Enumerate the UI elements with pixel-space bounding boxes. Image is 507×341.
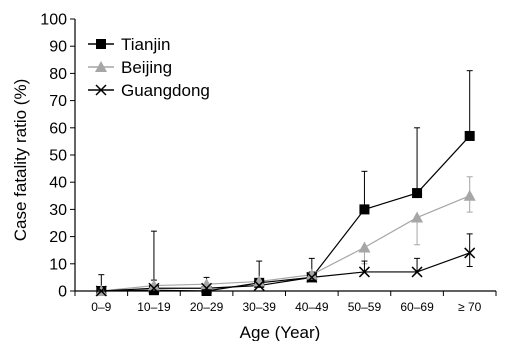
series-tianjin-point <box>464 130 475 141</box>
y-tick-label: 90 <box>49 39 67 56</box>
series-beijing-point <box>463 189 476 201</box>
legend-item-tianjin: Tianjin <box>88 35 170 54</box>
series-beijing-point <box>147 279 160 291</box>
series-beijing-line <box>101 195 470 292</box>
series-beijing-point <box>200 278 213 290</box>
x-tick-label: 20–29 <box>190 300 224 314</box>
y-tick-label: 10 <box>49 256 67 273</box>
y-tick-label: 70 <box>49 93 67 110</box>
series-guangdong-point <box>201 282 213 294</box>
y-tick-label: 30 <box>49 202 67 219</box>
series-tianjin-point <box>412 188 423 199</box>
series-beijing-point <box>305 268 318 280</box>
legend-item-beijing: Beijing <box>88 58 172 77</box>
marker-layer <box>95 130 476 297</box>
y-tick-label: 0 <box>58 284 67 301</box>
series-tianjin-line <box>101 135 471 292</box>
x-tick-label: 50–59 <box>348 300 382 314</box>
y-tick-label: 50 <box>49 148 67 165</box>
legend-label: Guangdong <box>121 81 210 100</box>
series-guangdong-point <box>411 266 423 278</box>
legend-marker <box>96 39 106 49</box>
x-tick-label: 10–19 <box>137 300 171 314</box>
y-tick-label: 60 <box>49 120 67 137</box>
series-guangdong-point <box>148 282 160 294</box>
y-tick-label: 20 <box>49 229 67 246</box>
series-tianjin-point <box>359 204 370 215</box>
series-guangdong-point <box>253 280 265 292</box>
legend-label: Tianjin <box>121 35 170 54</box>
x-tick-label: 60–69 <box>400 300 434 314</box>
x-tick-label: ≥ 70 <box>458 300 482 314</box>
x-tick-label: 0–9 <box>91 300 111 314</box>
series-beijing-point <box>411 211 424 223</box>
series-guangdong-point <box>306 271 318 283</box>
x-tick-label: 30–39 <box>243 300 277 314</box>
x-axis-label: Age (Year) <box>240 323 321 341</box>
axes-layer: 0 10 20 30 40 50 60 70 80 90 100 0–9 10–19 20–29 30–39… <box>40 12 497 314</box>
series-layer <box>101 135 471 292</box>
series-guangdong-line <box>101 252 470 292</box>
errorbar-layer <box>98 70 473 291</box>
x-tick-label: 40–49 <box>295 300 329 314</box>
legend-label: Beijing <box>121 58 172 77</box>
legend: Tianjin Beijing Guangdong <box>88 35 210 100</box>
legend-item-guangdong: Guangdong <box>88 81 210 100</box>
y-axis-label: Case fatality ratio (%) <box>11 79 30 242</box>
y-tick-label: 80 <box>49 66 67 83</box>
legend-marker <box>95 84 107 96</box>
series-beijing-point <box>358 241 371 253</box>
y-tick-label: 100 <box>40 12 67 29</box>
y-tick-label: 40 <box>49 175 67 192</box>
series-beijing-point <box>253 275 266 287</box>
series-guangdong-point <box>464 247 476 259</box>
series-guangdong-point <box>358 266 370 278</box>
legend-marker <box>95 61 107 72</box>
